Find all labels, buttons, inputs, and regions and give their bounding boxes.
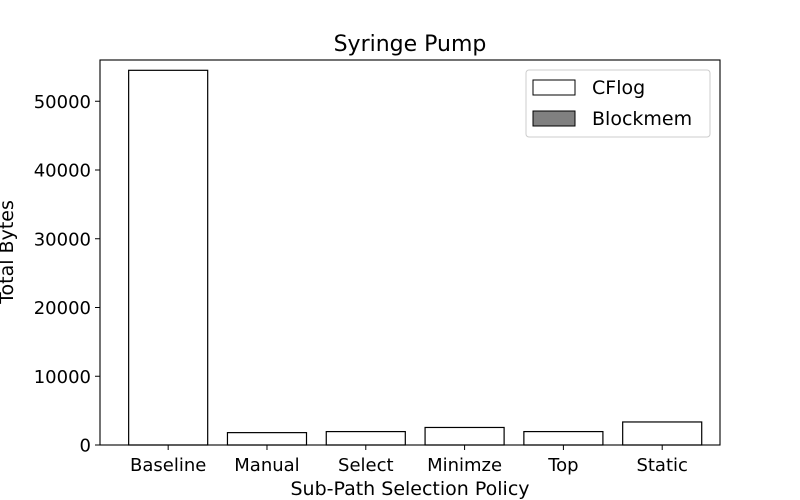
y-tick-label: 40000 — [34, 161, 91, 182]
bar-cflog-minimze — [424, 426, 505, 446]
x-tick-label: Top — [547, 455, 578, 476]
y-axis: 0 10000 20000 30000 40000 50000 — [34, 92, 100, 457]
legend-label-blockmem: Blockmem — [592, 108, 692, 130]
chart-title: Syringe Pump — [334, 32, 487, 57]
legend-label-cflog: CFlog — [592, 77, 645, 99]
x-tick-label: Baseline — [130, 455, 206, 476]
y-tick-label: 20000 — [34, 298, 91, 319]
x-axis-label: Sub-Path Selection Policy — [290, 478, 529, 500]
bar-cflog-top — [523, 430, 604, 446]
plot-frame — [99, 59, 721, 446]
x-tick-label: Static — [636, 455, 687, 476]
x-axis: Baseline Manual Select Minimze Top Static — [130, 445, 688, 476]
y-tick-label: 10000 — [34, 367, 91, 388]
y-axis-label: Total Bytes — [0, 200, 18, 305]
bar-cflog-baseline — [128, 69, 209, 446]
bar-cflog-manual — [226, 432, 308, 446]
bars-group — [128, 69, 703, 446]
y-tick-label: 50000 — [34, 92, 91, 113]
legend-swatch-cflog — [532, 79, 576, 96]
x-tick-label: Manual — [234, 455, 299, 476]
bar-cflog-static — [622, 421, 703, 446]
bar-cflog-select — [325, 430, 406, 446]
legend-swatch-blockmem — [532, 110, 576, 127]
y-tick-label: 30000 — [34, 229, 91, 250]
y-tick-label: 0 — [80, 436, 91, 457]
x-tick-label: Minimze — [427, 455, 502, 476]
x-tick-label: Select — [338, 455, 394, 476]
legend: CFlog Blockmem — [525, 69, 711, 138]
